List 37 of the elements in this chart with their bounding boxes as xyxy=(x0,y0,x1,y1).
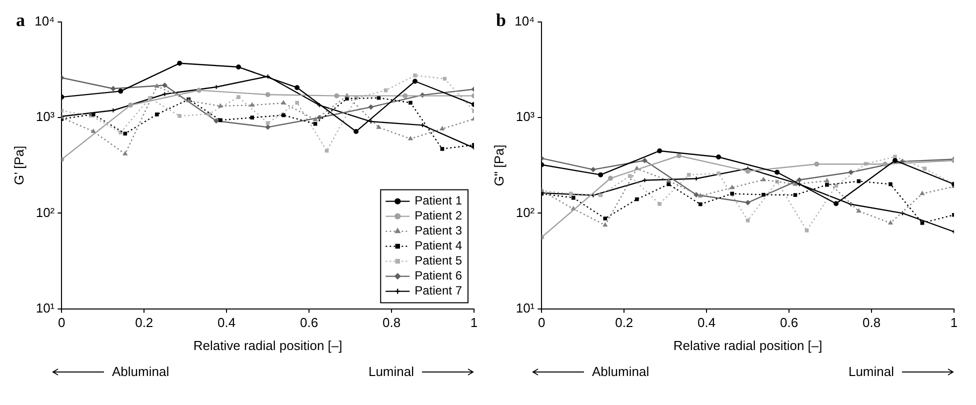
x-axis-title: Relative radial position [–] xyxy=(673,338,822,353)
x-tick-label: 0.4 xyxy=(218,315,236,330)
x-tick-label: 0 xyxy=(538,315,546,330)
y-axis-title: G" [Pa] xyxy=(491,144,506,186)
x-tick-label: 0.6 xyxy=(780,315,798,330)
x-tick-label: 0 xyxy=(58,315,66,330)
text: Luminal xyxy=(368,364,414,379)
x-tick-label: 0.2 xyxy=(615,315,634,330)
y-axis-title: G’ [Pa] xyxy=(11,146,26,186)
legend-label: Patient 5 xyxy=(414,254,462,268)
y-tick-label: 10² xyxy=(516,204,536,220)
text: Luminal xyxy=(848,364,894,379)
x-tick-label: 0.6 xyxy=(300,315,318,330)
legend-label: Patient 2 xyxy=(414,208,462,223)
text: Abluminal xyxy=(592,364,650,379)
y-tick-label: 10² xyxy=(36,204,56,220)
x-tick-label: 0.4 xyxy=(698,315,716,330)
x-tick-label: 1 xyxy=(470,315,478,330)
y-tick-label: 10¹ xyxy=(516,300,536,316)
text: Abluminal xyxy=(112,364,170,379)
x-tick-label: 0.8 xyxy=(382,315,401,330)
y-tick-label: 10⁴ xyxy=(514,14,535,29)
x-tick-label: 0.2 xyxy=(135,315,154,330)
legend-label: Patient 7 xyxy=(414,284,462,298)
x-axis-title: Relative radial position [–] xyxy=(193,338,342,353)
x-tick-label: 1 xyxy=(950,315,958,330)
y-tick-label: 10³ xyxy=(36,109,56,124)
legend-label: Patient 6 xyxy=(414,268,462,283)
chart-title: a xyxy=(16,10,25,31)
y-tick-label: 10³ xyxy=(516,109,536,124)
legend-label: Patient 3 xyxy=(414,224,462,238)
legend-label: Patient 4 xyxy=(414,238,462,253)
y-tick-label: 10⁴ xyxy=(34,14,55,29)
x-tick-label: 0.8 xyxy=(862,315,881,330)
chart-title: b xyxy=(496,10,506,31)
y-tick-label: 10¹ xyxy=(36,300,56,316)
legend-label: Patient 1 xyxy=(414,194,462,208)
